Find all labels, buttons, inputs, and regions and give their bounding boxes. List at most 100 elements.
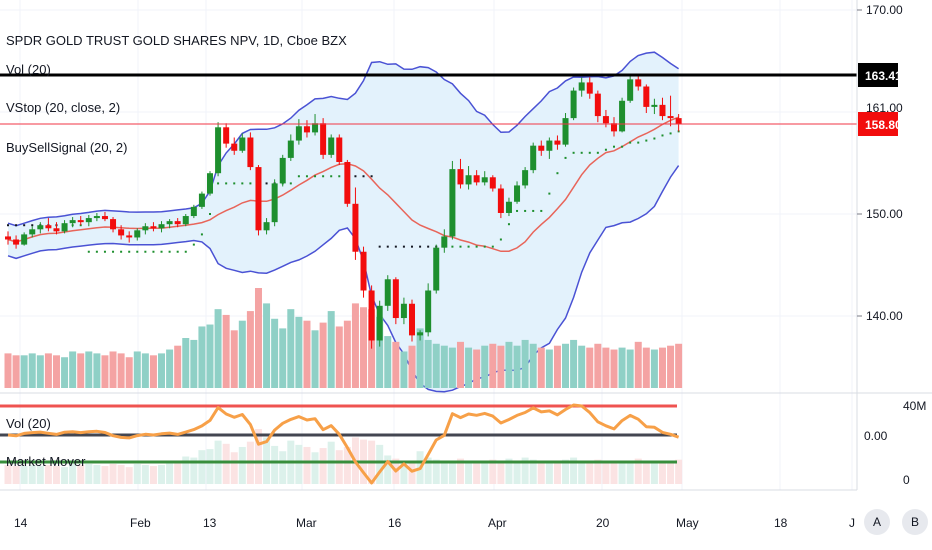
volume-bar: [52, 355, 60, 388]
vstop-dot: [394, 245, 397, 248]
volume-bar: [642, 347, 650, 388]
sub-volume-bar: [521, 457, 529, 484]
candle-body: [312, 123, 319, 133]
sub-volume-bar: [158, 464, 166, 484]
volume-bar: [206, 324, 214, 388]
candle-body: [231, 143, 238, 151]
volume-bar: [117, 353, 125, 388]
volume-bar: [481, 345, 489, 388]
sub-volume-bar: [667, 460, 675, 484]
candle-body: [85, 218, 92, 223]
candle-body: [37, 225, 44, 230]
volume-bar: [69, 351, 77, 388]
auto-scale-button[interactable]: A: [864, 509, 890, 535]
volume-bar: [190, 339, 198, 388]
candle-body: [134, 230, 141, 238]
sub-volume-bar: [149, 466, 157, 484]
sub-volume-bar: [602, 461, 610, 484]
sub-volume-bar: [594, 459, 602, 484]
sub-volume-bar: [12, 466, 20, 484]
sub-volume-bar: [570, 457, 578, 484]
time-axis[interactable]: 14 Feb 13 Mar 16 Apr 20 May 18 J: [14, 516, 855, 530]
candle-body: [360, 251, 367, 291]
vstop-dot: [475, 245, 478, 248]
sub-volume-bar: [174, 460, 182, 484]
volume-bar: [311, 330, 319, 388]
sub-volume-bar: [335, 450, 343, 484]
sub-volume-bar: [481, 460, 489, 484]
sub-axis-label-top: 40M: [903, 399, 926, 413]
volume-bar: [198, 326, 206, 388]
volume-bar: [20, 355, 28, 388]
partial-price-label: 161.00: [866, 101, 903, 115]
vstop-dot: [580, 151, 583, 154]
volume-bar: [238, 320, 246, 388]
volume-bar: [295, 316, 303, 388]
candle-body: [344, 161, 351, 204]
vstop-dot: [338, 175, 341, 178]
volume-bar: [497, 345, 505, 388]
price-axis[interactable]: 170.00 150.00 140.00: [857, 3, 903, 323]
candle-body: [602, 116, 609, 124]
volume-bar: [570, 339, 578, 388]
candle-body: [13, 239, 20, 245]
vstop-dot: [217, 182, 220, 185]
vstop-dot: [524, 209, 527, 212]
vstop-dot: [604, 148, 607, 151]
candle-body: [627, 79, 634, 101]
candle-body: [69, 220, 76, 224]
sub-volume-bar: [141, 464, 149, 484]
volume-bar: [85, 351, 93, 388]
sub-volume-bar: [77, 464, 85, 484]
sub-volume-bar: [295, 444, 303, 484]
volume-bar: [489, 343, 497, 388]
sub-volume-bar: [586, 461, 594, 484]
volume-bar: [61, 357, 69, 388]
sub-volume-bar: [125, 467, 133, 484]
candle-body: [77, 220, 84, 223]
volume-bar: [658, 347, 666, 388]
vstop-dot: [427, 245, 430, 248]
vstop-dot: [362, 175, 365, 178]
candle-body: [449, 169, 456, 237]
candle-body: [562, 118, 569, 145]
volume-bar: [408, 345, 416, 388]
sub-volume-bar: [473, 462, 481, 484]
candle-body: [352, 203, 359, 252]
candle-body: [465, 175, 472, 185]
volume-bar: [279, 328, 287, 388]
candle-body: [611, 123, 617, 132]
candle-body: [546, 140, 553, 151]
log-scale-button[interactable]: B: [902, 509, 928, 535]
volume-bar: [158, 353, 166, 388]
sub-volume-bar: [545, 462, 553, 484]
candle-body: [255, 167, 262, 231]
sub-volume-bar: [20, 466, 28, 484]
sub-volume-bar: [343, 446, 351, 484]
price-tick-label: 140.00: [866, 309, 903, 323]
candle-body: [190, 206, 197, 217]
volume-bar: [586, 347, 594, 388]
vstop-dot: [637, 141, 640, 144]
volume-bar: [440, 345, 448, 388]
candle-body: [417, 332, 424, 336]
sub-volume-bar: [456, 458, 464, 484]
vstop-dot: [31, 224, 34, 227]
volume-bar: [303, 320, 311, 388]
sub-volume-bar: [4, 464, 12, 484]
candle-body: [239, 137, 246, 151]
vstop-dot: [491, 245, 494, 248]
candle-body: [538, 145, 545, 151]
candle-body: [392, 279, 399, 319]
time-tick-label: 20: [596, 516, 610, 530]
candle-body: [554, 140, 561, 145]
vstop-dot: [112, 250, 115, 253]
candles[interactable]: [5, 74, 682, 349]
sub-volume-bar: [675, 459, 683, 484]
candle-body: [295, 126, 302, 141]
bollinger-basis-line: [7, 116, 679, 253]
vstop-dot: [564, 156, 567, 159]
vstop-dot: [297, 175, 300, 178]
volume-bar: [271, 318, 279, 388]
